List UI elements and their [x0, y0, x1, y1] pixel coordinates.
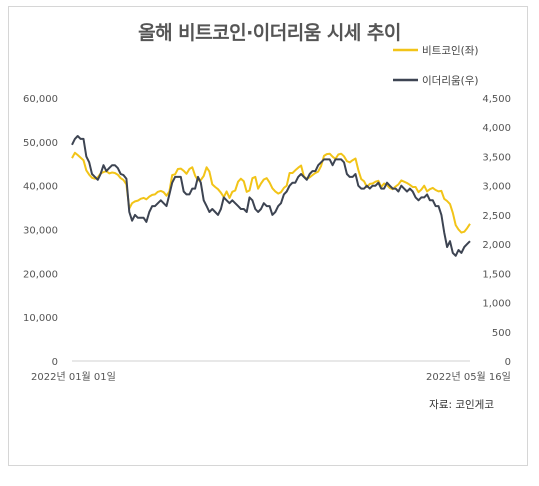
- source-note: 자료: 코인게코: [429, 399, 494, 411]
- left-axis: 60,000 50,000 40,000 30,000 20,000 10,000 0: [23, 94, 58, 368]
- left-tick-label: 20,000: [23, 269, 58, 280]
- legend: 비트코인(좌) 이더리움(우): [393, 45, 479, 87]
- right-tick-label: 2,000: [482, 240, 511, 251]
- right-axis: 4,500 4,000 3,500 3,000 2,500 2,000 1,500 1,000…: [482, 94, 511, 368]
- x-tick-start: 2022년 01월 01일: [31, 371, 116, 383]
- left-tick-label: 0: [52, 357, 58, 368]
- right-tick-label: 4,000: [482, 123, 511, 134]
- chart-title: 올해 비트코인·이더리움 시세 추이: [138, 22, 401, 44]
- right-tick-label: 3,500: [482, 152, 511, 163]
- right-tick-label: 500: [492, 328, 511, 339]
- left-tick-label: 50,000: [23, 138, 58, 149]
- legend-label-bitcoin: 비트코인(좌): [422, 45, 479, 57]
- legend-label-ethereum: 이더리움(우): [422, 75, 479, 87]
- left-tick-label: 10,000: [23, 313, 58, 324]
- right-tick-label: 2,500: [482, 211, 511, 222]
- left-tick-label: 30,000: [23, 226, 58, 237]
- right-tick-label: 1,000: [482, 299, 511, 310]
- x-tick-end: 2022년 05월 16일: [426, 371, 511, 383]
- left-tick-label: 60,000: [23, 94, 58, 105]
- left-tick-label: 40,000: [23, 182, 58, 193]
- right-tick-label: 3,000: [482, 182, 511, 193]
- right-tick-label: 1,500: [482, 269, 511, 280]
- chart-frame: [8, 6, 528, 466]
- right-tick-label: 4,500: [482, 94, 511, 105]
- right-tick-label: 0: [505, 357, 511, 368]
- series-line-bitcoin: [71, 151, 471, 234]
- series-line-ethereum: [71, 135, 471, 257]
